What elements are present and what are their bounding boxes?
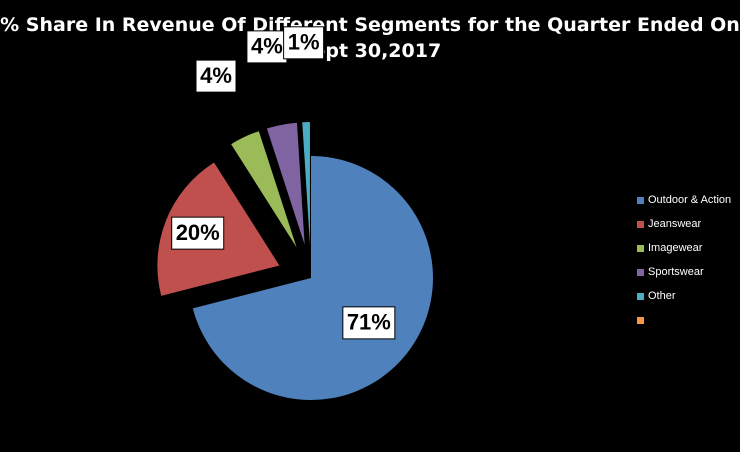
- data-label-text: 71%: [347, 310, 391, 335]
- data-label-box: [195, 59, 237, 93]
- data-label-other: 1%: [283, 26, 325, 60]
- chart-legend: Outdoor & Action Jeanswear Imagewear Sports…: [637, 188, 731, 332]
- data-label-text: 4%: [251, 34, 283, 59]
- data-label-box: [283, 26, 325, 60]
- legend-item: Other: [637, 284, 731, 308]
- legend-swatch: [637, 316, 644, 324]
- legend-label: Outdoor & Action: [648, 194, 732, 206]
- legend-label: Other: [648, 290, 676, 302]
- data-label-box: [342, 306, 396, 340]
- chart-title: % Share In Revenue Of Different Segments…: [0, 14, 740, 62]
- pie-slice-other: [302, 122, 310, 245]
- data-label-text: 1%: [288, 30, 320, 55]
- data-label-text: 20%: [176, 220, 220, 245]
- legend-item: Imagewear: [637, 236, 731, 260]
- legend-item: Jeanswear: [637, 212, 731, 236]
- legend-item: [637, 308, 731, 332]
- legend-swatch: [637, 268, 644, 276]
- legend-label: Jeanswear: [648, 218, 702, 230]
- data-label-box: [171, 216, 225, 250]
- legend-item: Outdoor & Action: [637, 188, 731, 212]
- legend-swatch: [637, 244, 644, 252]
- pie-slice-sportswear: [266, 122, 305, 245]
- legend-swatch: [637, 220, 644, 228]
- data-label-imagewear: 4%: [195, 59, 237, 93]
- pie-slice-imagewear: [231, 131, 297, 248]
- data-label-jeanswear: 20%: [171, 216, 225, 250]
- legend-label: Imagewear: [648, 242, 703, 254]
- data-label-outdoor-action: 71%: [342, 306, 396, 340]
- legend-swatch: [637, 292, 644, 300]
- data-label-text: 4%: [200, 63, 232, 88]
- data-label-sportswear: 4%: [246, 30, 288, 64]
- legend-label: Sportswear: [648, 266, 704, 278]
- legend-swatch: [637, 196, 644, 204]
- legend-item: Sportswear: [637, 260, 731, 284]
